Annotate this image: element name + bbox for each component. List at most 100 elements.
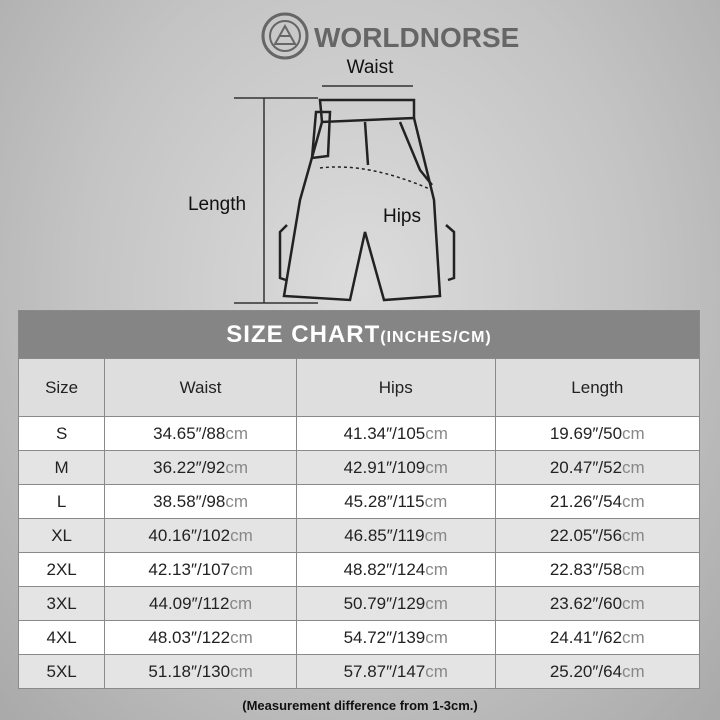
measure-cell: 20.47″/52cm [494, 450, 701, 485]
measure-value: 22.05″/56 [549, 525, 623, 545]
measure-unit: cm [425, 423, 448, 443]
measure-value: 42.91″/109 [343, 457, 426, 477]
size-row: S 34.65″/88cm 41.34″/105cm 19.69″/50cm [17, 416, 701, 451]
size-row: 5XL 51.18″/130cm 57.87″/147cm 25.20″/64cm [17, 654, 701, 689]
measure-value: 23.62″/60 [549, 593, 623, 613]
measure-cell: 51.18″/130cm [104, 654, 297, 689]
size-row: L 38.58″/98cm 45.28″/115cm 21.26″/54cm [17, 484, 701, 519]
size-cell: L [17, 484, 106, 519]
measure-value: 41.34″/105 [343, 423, 426, 443]
measure-value: 22.83″/58 [549, 559, 623, 579]
measure-value: 48.03″/122 [148, 627, 231, 647]
size-row: 4XL 48.03″/122cm 54.72″/139cm 24.41″/62cm [17, 620, 701, 655]
measure-cell: 48.82″/124cm [295, 552, 496, 587]
measure-cell: 42.13″/107cm [104, 552, 297, 587]
diagram: WORLDNORSE Waist Length Hips [188, 12, 519, 304]
size-row: 2XL 42.13″/107cm 48.82″/124cm 22.83″/58cm [17, 552, 701, 587]
size-cell: 4XL [17, 620, 106, 655]
measure-value: 44.09″/112 [149, 593, 230, 613]
measure-unit: cm [622, 559, 645, 579]
measure-unit: cm [622, 593, 645, 613]
measure-unit: cm [230, 627, 253, 647]
measure-value: 36.22″/92 [153, 457, 226, 477]
header-cell: Waist [104, 358, 297, 417]
measure-cell: 22.05″/56cm [494, 518, 701, 553]
table-title: SIZE CHART(INCHES/CM) [18, 310, 700, 359]
measure-unit: cm [229, 593, 253, 613]
measure-unit: cm [230, 525, 253, 545]
measure-cell: 42.91″/109cm [295, 450, 496, 485]
measure-value: 57.87″/147 [343, 661, 426, 681]
measure-unit: cm [622, 491, 645, 511]
measure-cell: 46.85″/119cm [295, 518, 496, 553]
measure-cell: 24.41″/62cm [494, 620, 701, 655]
measure-cell: 36.22″/92cm [104, 450, 297, 485]
measure-value: 21.26″/54 [549, 491, 623, 511]
title-units: (INCHES/CM) [380, 328, 492, 346]
measure-cell: 50.79″/129cm [295, 586, 496, 621]
measure-value: 54.72″/139 [343, 627, 426, 647]
measure-value: 45.28″/115 [344, 491, 425, 511]
measure-cell: 44.09″/112cm [104, 586, 297, 621]
title-row: SIZE CHART(INCHES/CM) [18, 310, 700, 359]
measure-cell: 54.72″/139cm [295, 620, 496, 655]
measure-unit: cm [622, 457, 645, 477]
shorts [278, 98, 456, 302]
measure-cell: 48.03″/122cm [104, 620, 297, 655]
size-cell: XL [17, 518, 106, 553]
brand: WORLDNORSE [314, 22, 519, 53]
measure-value: 24.41″/62 [549, 627, 623, 647]
footnote: (Measurement difference from 1-3cm.) [242, 698, 478, 713]
length-line [234, 97, 318, 304]
measure-value: 48.82″/124 [343, 559, 426, 579]
size-row: XL 40.16″/102cm 46.85″/119cm 22.05″/56cm [17, 518, 701, 553]
size-table: SIZE CHART(INCHES/CM) Size Waist Hips Length… [17, 310, 701, 689]
size-row: M 36.22″/92cm 42.91″/109cm 20.47″/52cm [17, 450, 701, 485]
size-cell: M [17, 450, 106, 485]
header-cell: Length [494, 358, 701, 417]
size-row: 3XL 44.09″/112cm 50.79″/129cm 23.62″/60cm [17, 586, 701, 621]
measure-unit: cm [425, 627, 448, 647]
measure-value: 38.58″/98 [153, 491, 226, 511]
measure-cell: 23.62″/60cm [494, 586, 701, 621]
measure-cell: 38.58″/98cm [104, 484, 297, 519]
size-cell: 5XL [17, 654, 106, 689]
measure-unit: cm [622, 525, 645, 545]
measure-unit: cm [622, 627, 645, 647]
size-cell: 2XL [17, 552, 106, 587]
logo [261, 12, 309, 60]
measure-value: 34.65″/88 [153, 423, 226, 443]
measure-value: 20.47″/52 [549, 457, 623, 477]
measure-unit: cm [622, 423, 645, 443]
measure-value: 46.85″/119 [344, 525, 425, 545]
measure-cell: 19.69″/50cm [494, 416, 701, 451]
header-row: Size Waist Hips Length [17, 358, 701, 417]
size-cell: 3XL [17, 586, 106, 621]
waist-label: Waist [347, 57, 395, 78]
measure-cell: 57.87″/147cm [295, 654, 496, 689]
size-cell: S [17, 416, 106, 451]
measure-value: 50.79″/129 [343, 593, 426, 613]
measure-unit: cm [225, 491, 249, 511]
measure-value: 19.69″/50 [549, 423, 623, 443]
measure-cell: 25.20″/64cm [494, 654, 701, 689]
header-cell: Hips [295, 358, 496, 417]
measure-unit: cm [225, 423, 249, 443]
measure-value: 25.20″/64 [549, 661, 623, 681]
measure-unit: cm [425, 661, 448, 681]
measure-unit: cm [425, 457, 448, 477]
title-text: SIZE CHART [226, 320, 381, 348]
header-cell: Size [17, 358, 106, 417]
measure-cell: 22.83″/58cm [494, 552, 701, 587]
measure-cell: 40.16″/102cm [104, 518, 297, 553]
measure-unit: cm [622, 661, 645, 681]
measure-cell: 34.65″/88cm [104, 416, 297, 451]
measure-unit: cm [424, 491, 448, 511]
measure-unit: cm [230, 559, 253, 579]
measure-unit: cm [230, 661, 253, 681]
measure-cell: 45.28″/115cm [295, 484, 496, 519]
measure-unit: cm [424, 525, 448, 545]
measure-unit: cm [425, 559, 448, 579]
measure-unit: cm [225, 457, 249, 477]
